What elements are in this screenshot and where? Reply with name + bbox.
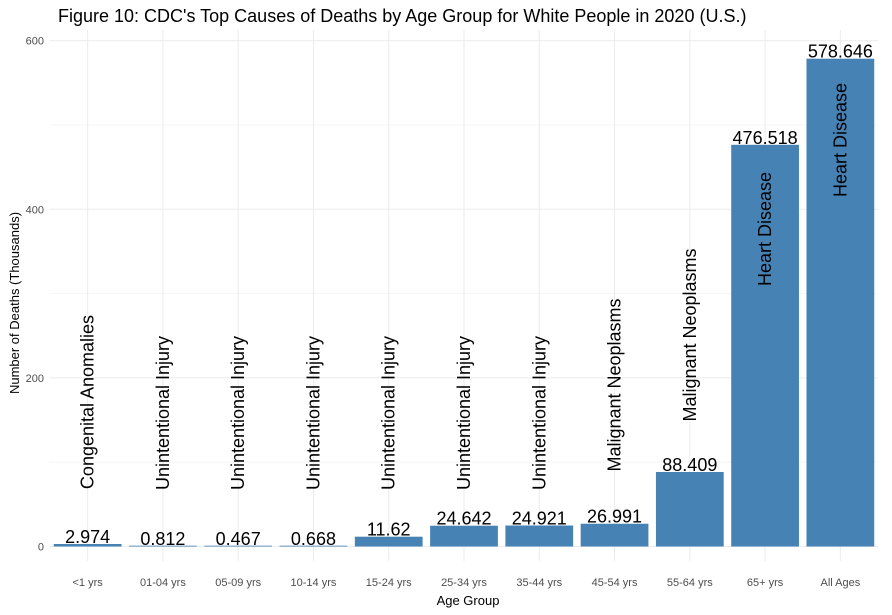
x-axis-ticks: <1 yrs 01-04 yrs 05-09 yrs 10-14 yrs 15-24 y…: [73, 577, 861, 589]
x-tick-label: 01-04 yrs: [140, 577, 186, 589]
data-label: 0.467: [216, 529, 261, 549]
y-axis-title: Number of Deaths (Thousands): [7, 212, 22, 394]
cause-label: Congenital Anomalies: [78, 315, 98, 489]
bar: [505, 525, 574, 547]
x-tick-label: 35-44 yrs: [516, 577, 562, 589]
cause-labels: Congenital Anomalies Unintentional Injury…: [78, 83, 851, 490]
data-label: 0.668: [291, 529, 336, 549]
cause-label: Unintentional Injury: [153, 336, 173, 490]
bar: [279, 545, 348, 547]
x-tick-label: 55-64 yrs: [667, 577, 713, 589]
y-tick-label: 400: [26, 204, 44, 216]
data-label: 11.62: [367, 520, 411, 540]
cause-label: Unintentional Injury: [379, 336, 399, 490]
x-tick-label: <1 yrs: [73, 577, 104, 589]
cause-label: Unintentional Injury: [454, 336, 474, 490]
cause-label: Unintentional Injury: [529, 336, 549, 490]
bars: [53, 58, 875, 547]
x-tick-label: 45-54 yrs: [592, 577, 638, 589]
cause-label: Heart Disease: [755, 172, 775, 286]
x-axis-title: Age Group: [437, 593, 500, 608]
x-tick-label: 25-34 yrs: [441, 577, 487, 589]
x-tick-label: All Ages: [820, 577, 860, 589]
bar: [731, 144, 799, 547]
data-label: 476.518: [733, 128, 798, 148]
y-tick-label: 600: [26, 36, 44, 48]
data-label: 0.812: [140, 529, 185, 549]
bar: [129, 545, 197, 547]
bar: [806, 58, 875, 547]
data-label: 2.974: [65, 527, 110, 547]
bar: [655, 471, 724, 547]
cause-label: Malignant Neoplasms: [680, 248, 700, 421]
y-tick-label: 200: [26, 373, 44, 385]
cause-label: Heart Disease: [830, 83, 850, 197]
y-axis-ticks: 0 200 400 600: [26, 36, 44, 554]
bar: [354, 536, 423, 547]
x-tick-label: 15-24 yrs: [366, 577, 412, 589]
chart-title: Figure 10: CDC's Top Causes of Deaths by…: [58, 6, 747, 26]
cause-label: Unintentional Injury: [303, 336, 323, 490]
value-labels: 2.974 0.812 0.467 0.668 11.62 24.642 24.921 26.…: [65, 42, 873, 549]
y-tick-label: 0: [38, 542, 44, 554]
bar: [204, 545, 273, 547]
x-tick-label: 65+ yrs: [747, 577, 784, 589]
x-tick-label: 10-14 yrs: [291, 577, 337, 589]
data-label: 26.991: [587, 507, 642, 527]
data-label: 24.642: [436, 509, 491, 529]
bar: [53, 543, 122, 547]
data-label: 24.921: [512, 508, 567, 528]
bar: [430, 525, 498, 547]
bar: [580, 523, 649, 547]
data-label: 88.409: [662, 455, 717, 475]
cause-label: Malignant Neoplasms: [605, 298, 625, 471]
x-tick-label: 05-09 yrs: [215, 577, 261, 589]
data-label: 578.646: [808, 42, 873, 62]
cause-label: Unintentional Injury: [228, 336, 248, 490]
